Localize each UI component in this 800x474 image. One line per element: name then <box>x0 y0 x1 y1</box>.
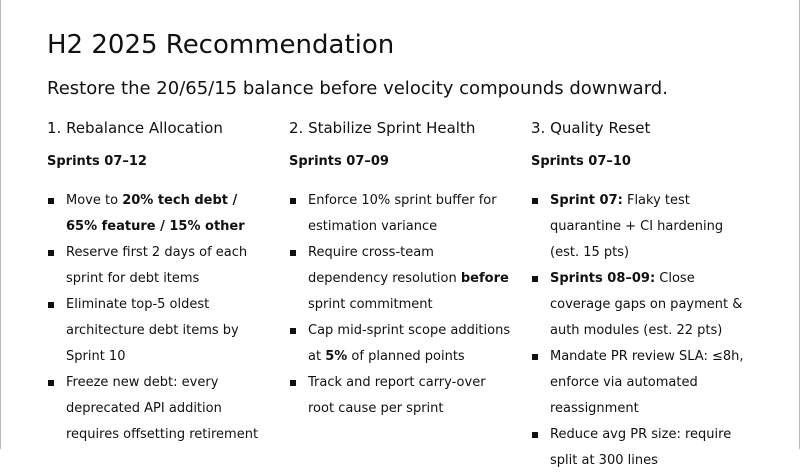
bullet: Eliminate top-5 oldest architecture debt… <box>47 292 271 370</box>
bullet: Track and report carry-over root cause p… <box>289 370 513 422</box>
bullet: Move to 20% tech debt / 65% feature / 15… <box>47 188 271 240</box>
column: 1. Rebalance Allocation Sprints 07–12 Move… <box>47 118 282 448</box>
bullet-text: Cap mid-sprint scope additions at <box>308 323 511 364</box>
bullet-text: Require cross-team dependency resolution <box>308 245 461 286</box>
bullet-text: Move to <box>66 193 123 208</box>
subtitle: Restore the 20/65/15 balance before velo… <box>47 78 668 99</box>
bullet-text: Mandate PR review SLA: ≤8h, enforce via … <box>550 349 744 416</box>
bullet-text: Enforce 10% sprint buffer for estimation… <box>308 193 497 234</box>
bullet-text: Reduce avg PR size: require split at 300… <box>550 427 732 468</box>
column-heading: 1. Rebalance Allocation <box>47 119 223 137</box>
sprint-label: Sprints 07–09 <box>289 154 389 169</box>
bullet-text: sprint commitment <box>308 297 433 312</box>
bullet-text: Freeze new debt: every deprecated API ad… <box>66 375 259 442</box>
bullet: Sprints 08–09: Close coverage gaps on pa… <box>531 266 755 344</box>
column: 2. Stabilize Sprint Health Sprints 07–09 E… <box>289 118 524 422</box>
bullet: Mandate PR review SLA: ≤8h, enforce via … <box>531 344 755 422</box>
bullet-list: Move to 20% tech debt / 65% feature / 15… <box>47 188 282 448</box>
bullet-text: 5% <box>325 349 348 364</box>
bullet-text: Sprint 07: <box>550 193 623 208</box>
bullet: Reserve first 2 days of each sprint for … <box>47 240 271 292</box>
bullet: Sprint 07: Flaky test quarantine + CI ha… <box>531 188 755 266</box>
bullet-text: Flaky test quarantine + CI hardening (es… <box>550 193 724 260</box>
bullet: Freeze new debt: every deprecated API ad… <box>47 370 271 448</box>
bullet-text: Sprints 08–09: <box>550 271 656 286</box>
bullet: Cap mid-sprint scope additions at 5% of … <box>289 318 513 370</box>
bullet-text: Reserve first 2 days of each sprint for … <box>66 245 248 286</box>
bullet-list: Sprint 07: Flaky test quarantine + CI ha… <box>531 188 766 474</box>
bullet-text: Track and report carry-over root cause p… <box>308 375 486 416</box>
bullet-text: Eliminate top-5 oldest architecture debt… <box>66 297 239 364</box>
sprint-label: Sprints 07–10 <box>531 154 631 169</box>
column-heading: 3. Quality Reset <box>531 119 651 137</box>
column: 3. Quality Reset Sprints 07–10 Sprint 07: … <box>531 118 766 474</box>
bullet: Reduce avg PR size: require split at 300… <box>531 422 755 474</box>
bullet-text: 20% tech debt / 65% feature / 15% other <box>66 193 245 234</box>
title: H2 2025 Recommendation <box>47 30 395 60</box>
bullet-text: Close coverage gaps on payment & auth mo… <box>550 271 743 338</box>
column-heading: 2. Stabilize Sprint Health <box>289 119 476 137</box>
bullet: Enforce 10% sprint buffer for estimation… <box>289 188 513 240</box>
bullet-text: of planned points <box>347 349 465 364</box>
bullet-text: before <box>460 271 509 286</box>
bullet-list: Enforce 10% sprint buffer for estimation… <box>289 188 524 422</box>
bullet: Require cross-team dependency resolution… <box>289 240 513 318</box>
sprint-label: Sprints 07–12 <box>47 154 147 169</box>
